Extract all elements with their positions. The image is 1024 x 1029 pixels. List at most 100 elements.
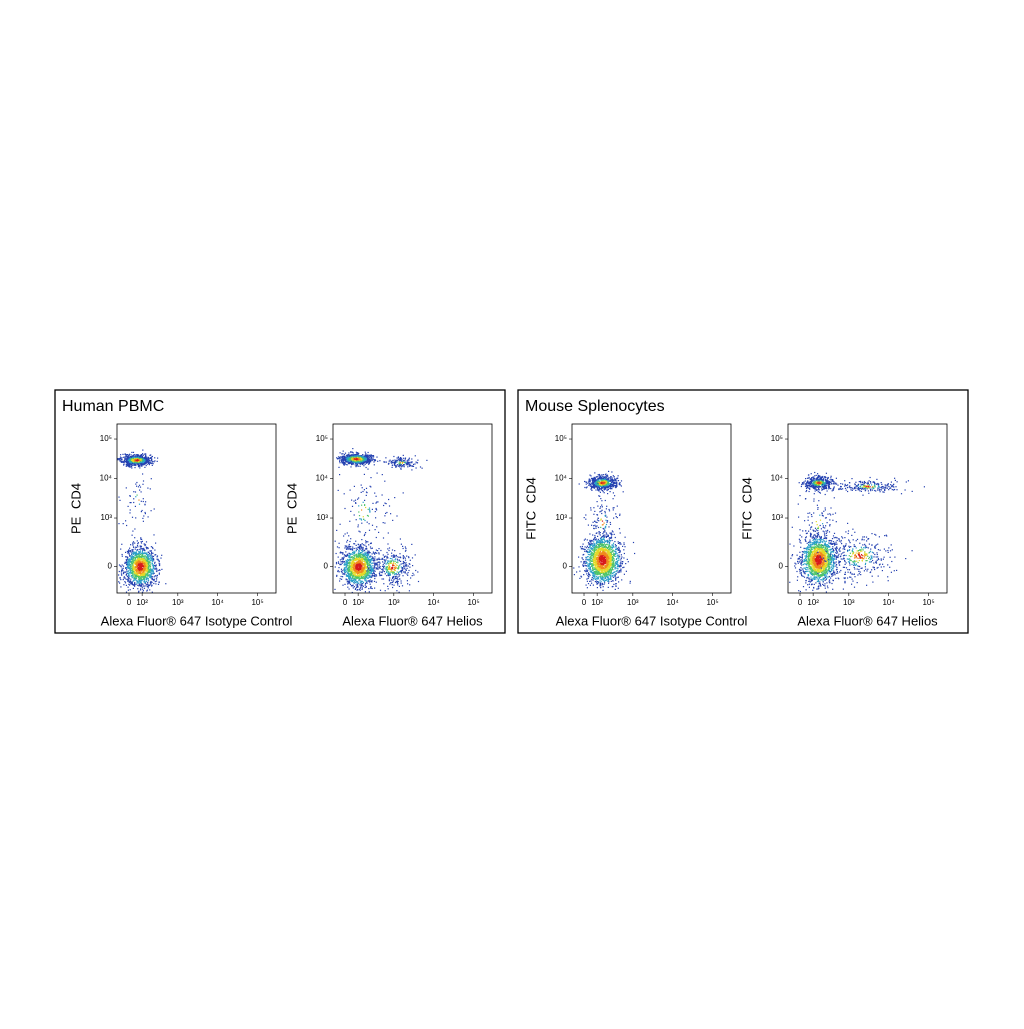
event-dot (149, 574, 150, 575)
event-dot (119, 564, 120, 565)
event-dot (137, 576, 138, 577)
event-dot (130, 544, 131, 545)
event-dot (140, 545, 141, 546)
event-dot (364, 545, 365, 546)
event-dot (401, 571, 402, 572)
event-dot (371, 580, 372, 581)
event-dot (144, 544, 145, 545)
event-dot (405, 459, 406, 460)
event-dot (359, 518, 360, 519)
event-dot (409, 590, 410, 591)
event-dot (376, 553, 377, 554)
event-dot (152, 553, 153, 554)
event-dot (408, 572, 409, 573)
event-dot (377, 461, 378, 462)
event-dot (352, 554, 353, 555)
event-dot (155, 554, 156, 555)
event-dot (374, 581, 375, 582)
event-dot (369, 573, 370, 574)
y-tick-label: 10⁴ (100, 474, 113, 483)
event-dot (405, 572, 406, 573)
event-dot (140, 571, 141, 572)
event-dot (135, 496, 136, 497)
event-dot (129, 555, 130, 556)
event-dot (123, 584, 124, 585)
event-dot (408, 570, 409, 571)
event-dot (346, 579, 347, 580)
event-dot (129, 568, 130, 569)
event-dot (362, 464, 363, 465)
event-dot (139, 568, 140, 569)
event-dot (355, 559, 356, 560)
event-dot (353, 459, 354, 460)
event-dot (405, 569, 406, 570)
event-dot (358, 505, 359, 506)
event-dot (355, 460, 356, 461)
event-dot (365, 507, 366, 508)
event-dot (125, 567, 126, 568)
event-dot (143, 571, 144, 572)
event-dot (146, 462, 147, 463)
event-dot (136, 577, 137, 578)
event-dot (365, 458, 366, 459)
event-dot (133, 455, 134, 456)
event-dot (360, 588, 361, 589)
event-dot (363, 586, 364, 587)
event-dot (137, 570, 138, 571)
event-dot (142, 460, 143, 461)
event-dot (159, 574, 160, 575)
event-dot (353, 578, 354, 579)
event-dot (363, 461, 364, 462)
event-dot (353, 457, 354, 458)
event-dot (142, 549, 143, 550)
event-dot (125, 572, 126, 573)
event-dot (409, 563, 410, 564)
event-dot (141, 541, 142, 542)
event-dot (370, 576, 371, 577)
event-dot (401, 583, 402, 584)
event-dot (128, 460, 129, 461)
event-dot (398, 568, 399, 569)
event-dot (142, 461, 143, 462)
event-dot (397, 581, 398, 582)
event-dot (133, 584, 134, 585)
event-dot (150, 566, 151, 567)
event-dot (132, 582, 133, 583)
event-dot (343, 457, 344, 458)
event-dot (374, 566, 375, 567)
panel-title: Mouse Splenocytes (525, 398, 665, 415)
event-dot (376, 564, 377, 565)
event-dot (356, 519, 357, 520)
event-dot (120, 549, 121, 550)
event-dot (138, 551, 139, 552)
event-dot (348, 463, 349, 464)
event-dot (362, 491, 363, 492)
y-axis-title: PE CD4 (284, 483, 299, 534)
event-dot (408, 556, 409, 557)
event-dot (364, 552, 365, 553)
event-dot (142, 565, 143, 566)
event-dot (122, 565, 123, 566)
event-dot (364, 572, 365, 573)
event-dot (401, 544, 402, 545)
event-dot (406, 573, 407, 574)
event-dot (135, 575, 136, 576)
event-dot (141, 459, 142, 460)
event-dot (374, 560, 375, 561)
event-dot (397, 460, 398, 461)
event-dot (343, 456, 344, 457)
event-dot (386, 503, 387, 504)
event-dot (352, 452, 353, 453)
event-dot (131, 466, 132, 467)
event-dot (370, 570, 371, 571)
event-dot (358, 458, 359, 459)
event-dot (365, 532, 366, 533)
event-dot (359, 558, 360, 559)
x-tick-label: 10³ (388, 598, 400, 607)
event-dot (344, 508, 345, 509)
event-dot (370, 584, 371, 585)
event-dot (366, 495, 367, 496)
event-dot (366, 562, 367, 563)
event-dot (358, 583, 359, 584)
event-dot (348, 560, 349, 561)
